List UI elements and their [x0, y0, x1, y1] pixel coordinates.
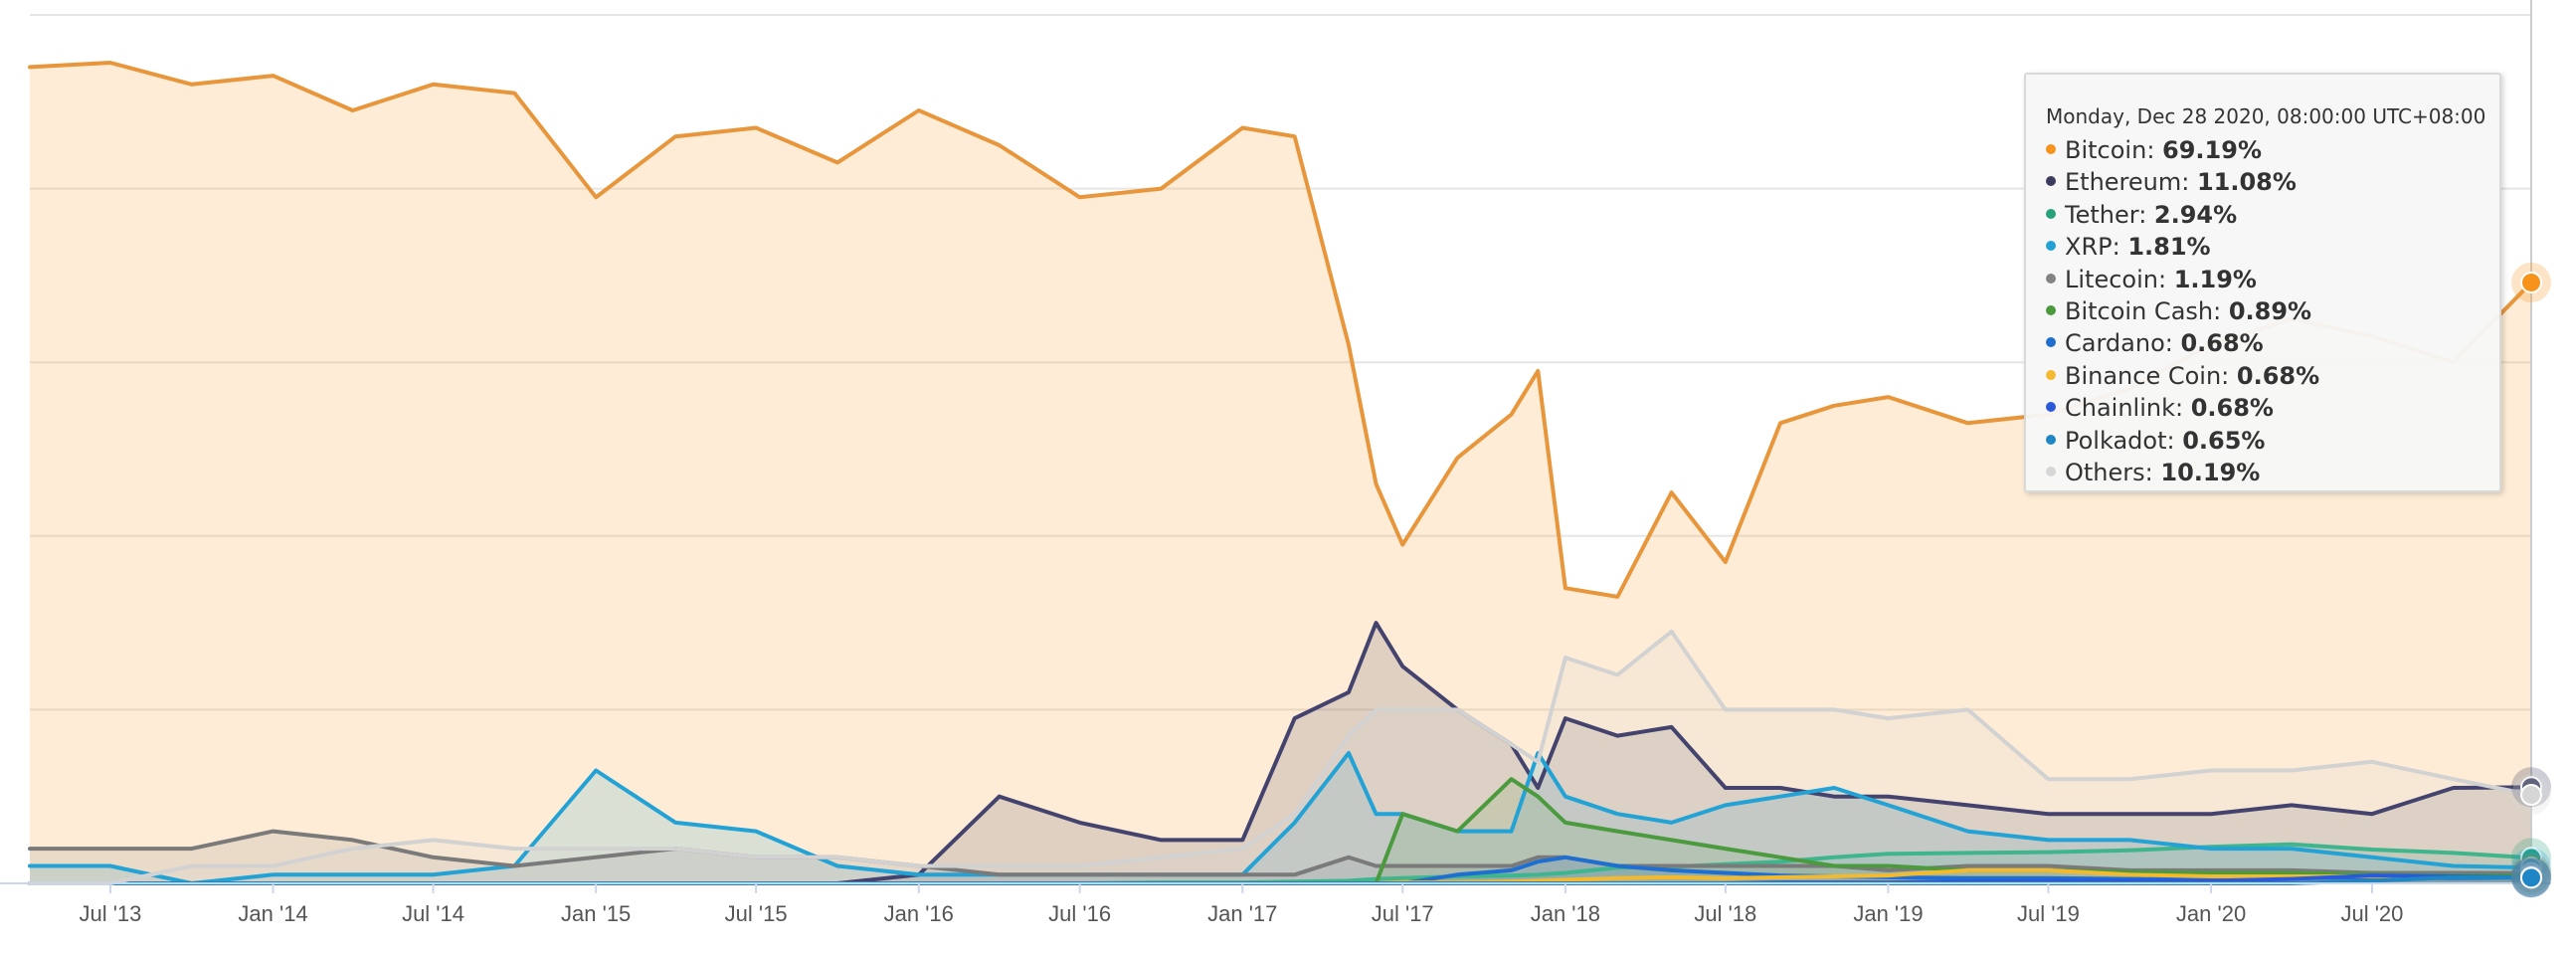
tooltip-series-name: XRP — [2065, 233, 2113, 262]
tooltip-series-value: 1.81% — [2127, 233, 2211, 262]
legend-dot-icon — [2046, 208, 2056, 219]
hover-marker-polkadot — [2520, 866, 2542, 889]
legend-dot-icon — [2046, 305, 2056, 316]
x-tick-label: Jul '15 — [725, 901, 788, 926]
tooltip-row-xrp: XRP: 1.81% — [2046, 231, 2499, 263]
tooltip-date: Monday, Dec 28 2020, 08:00:00 UTC+08:00 — [2046, 104, 2486, 128]
tooltip-series-name: Cardano — [2065, 329, 2165, 358]
x-tick-label: Jan '18 — [1531, 901, 1600, 926]
tooltip-separator: : — [2146, 136, 2163, 164]
hover-tooltip: Monday, Dec 28 2020, 08:00:00 UTC+08:00 … — [2024, 73, 2501, 492]
tooltip-separator: : — [2138, 200, 2154, 229]
tooltip-series-value: 0.89% — [2228, 297, 2312, 326]
tooltip-separator: : — [2157, 265, 2174, 293]
series-line-litecoin — [28, 829, 2533, 877]
legend-dot-icon — [2046, 273, 2056, 284]
tooltip-series-value: 0.68% — [2180, 329, 2264, 358]
x-axis: Jul '13 Jan '14 Jul '14 Jan '15 Jul '15 Jan '… — [0, 882, 2551, 926]
legend-dot-icon — [2046, 434, 2056, 445]
tooltip-separator: : — [2181, 168, 2197, 197]
tooltip-row-cardano: Cardano: 0.68% — [2046, 327, 2499, 359]
tooltip-row-binance-coin: Binance Coin: 0.68% — [2046, 360, 2499, 392]
tooltip-row-chainlink: Chainlink: 0.68% — [2046, 392, 2499, 424]
tooltip-separator: : — [2112, 233, 2128, 262]
tooltip-series-name: Bitcoin Cash — [2065, 297, 2214, 326]
tooltip-series-name: Polkadot — [2065, 426, 2167, 455]
legend-dot-icon — [2046, 369, 2056, 380]
tooltip-row-others: Others: 10.19% — [2046, 457, 2499, 488]
tooltip-row-ethereum: Ethereum: 11.08% — [2046, 166, 2499, 198]
tooltip-series-name: Tether — [2065, 200, 2139, 229]
tooltip-row-polkadot: Polkadot: 0.65% — [2046, 425, 2499, 457]
x-tick-label: Jan '16 — [884, 901, 954, 926]
hover-marker-others — [2520, 784, 2542, 807]
tooltip-separator: : — [2166, 426, 2183, 455]
tooltip-separator: : — [2164, 329, 2181, 358]
hover-markers — [2511, 262, 2551, 898]
x-tick-label: Jul '19 — [2017, 901, 2080, 926]
tooltip-row-bitcoin-cash: Bitcoin Cash: 0.89% — [2046, 295, 2499, 327]
tooltip-series-name: Litecoin — [2065, 265, 2158, 293]
tooltip-row-litecoin: Litecoin: 1.19% — [2046, 264, 2499, 295]
tooltip-series-value: 10.19% — [2160, 459, 2261, 487]
series-area-others — [30, 631, 2531, 883]
tooltip-series-name: Others — [2065, 459, 2145, 487]
tooltip-separator: : — [2144, 459, 2161, 487]
legend-dot-icon — [2046, 402, 2056, 413]
hover-marker-bitcoin — [2520, 271, 2542, 293]
legend-dot-icon — [2046, 176, 2056, 187]
tooltip-series-value: 69.19% — [2162, 136, 2262, 164]
tooltip-series-value: 11.08% — [2196, 168, 2297, 197]
x-tick-label: Jul '18 — [1694, 901, 1756, 926]
tooltip-rows: Bitcoin: 69.19% Ethereum: 11.08% Tether: 2… — [2046, 134, 2499, 488]
legend-dot-icon — [2046, 241, 2056, 252]
legend-dot-icon — [2046, 467, 2056, 477]
x-tick-label: Jan '20 — [2176, 901, 2246, 926]
tooltip-series-name: Ethereum — [2065, 168, 2182, 197]
tooltip-separator: : — [2175, 394, 2191, 423]
legend-dot-icon — [2046, 144, 2056, 154]
x-tick-label: Jan '14 — [238, 901, 307, 926]
x-tick-label: Jul '14 — [402, 901, 464, 926]
tooltip-row-bitcoin: Bitcoin: 69.19% — [2046, 134, 2499, 166]
x-tick-label: Jan '17 — [1207, 901, 1277, 926]
x-tick-label: Jul '13 — [79, 901, 141, 926]
series-area-bitcoin — [30, 63, 2531, 883]
tooltip-series-value: 1.19% — [2173, 265, 2257, 293]
tooltip-series-name: Binance Coin — [2065, 361, 2222, 390]
tooltip-series-value: 0.65% — [2182, 426, 2266, 455]
tooltip-series-name: Chainlink — [2065, 394, 2175, 423]
x-tick-label: Jan '15 — [561, 901, 631, 926]
x-tick-label: Jul '20 — [2340, 901, 2403, 926]
legend-dot-icon — [2046, 337, 2056, 348]
series-area-binance-coin — [30, 869, 2531, 883]
tooltip-separator: : — [2213, 297, 2229, 326]
tooltip-series-value: 0.68% — [2236, 361, 2320, 390]
tooltip-series-value: 2.94% — [2153, 200, 2238, 229]
tooltip-row-tether: Tether: 2.94% — [2046, 199, 2499, 231]
series-line-others — [28, 629, 2533, 885]
tooltip-separator: : — [2221, 361, 2237, 390]
tooltip-series-name: Bitcoin — [2065, 136, 2147, 164]
x-tick-label: Jan '19 — [1853, 901, 1923, 926]
x-tick-label: Jul '17 — [1372, 901, 1434, 926]
x-tick-label: Jul '16 — [1048, 901, 1111, 926]
tooltip-series-value: 0.68% — [2190, 394, 2274, 423]
